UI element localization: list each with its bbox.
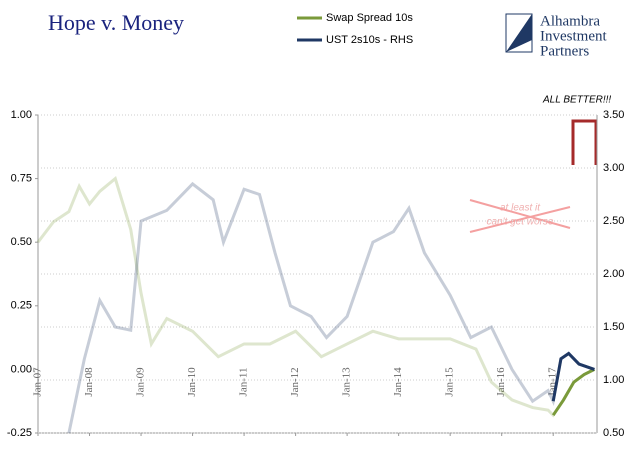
x-tick-label: Jan-08 [83, 367, 95, 397]
logo-text: Investment [540, 28, 607, 44]
x-tick-label: Jan-10 [186, 367, 198, 397]
x-tick-label: Jan-11 [238, 368, 250, 397]
y-tick-label: 0.25 [11, 300, 32, 312]
y2-tick-label: 2.50 [603, 215, 624, 227]
y2-tick-label: 1.50 [603, 321, 624, 333]
annotation: at least it [500, 203, 541, 214]
x-tick-label: Jan-15 [444, 367, 456, 397]
series-line-recent [551, 351, 595, 402]
x-tick-label: Jan-07 [32, 367, 44, 397]
y2-tick-label: 3.00 [603, 162, 624, 174]
y2-tick-label: 3.50 [603, 109, 624, 121]
x-tick-label: Jan-16 [495, 367, 507, 397]
x-tick-label: Jan-09 [135, 367, 147, 397]
logo-text: Partners [540, 43, 589, 59]
legend-label: UST 2s10s - RHS [326, 34, 413, 46]
annotation-bracket [571, 119, 598, 165]
y2-tick-label: 2.00 [603, 268, 624, 280]
x-tick-label: Jan-13 [341, 367, 353, 397]
y-tick-label: 1.00 [11, 109, 32, 121]
y-tick-label: 0.50 [11, 236, 32, 248]
y-tick-label: 0.00 [11, 363, 32, 375]
logo-text: Alhambra [540, 13, 600, 29]
y2-tick-label: 1.00 [603, 374, 624, 386]
series-line-recent [551, 368, 596, 417]
legend-label: Swap Spread 10s [326, 12, 413, 24]
strike [469, 206, 571, 233]
annotation: can't get worse [487, 217, 554, 228]
chart-title: Hope v. Money [48, 10, 184, 35]
strike [469, 199, 571, 229]
x-tick-label: Jan-12 [289, 367, 301, 396]
annotation: ALL BETTER!!! [542, 95, 611, 106]
y-tick-label: 0.75 [11, 173, 32, 185]
y-tick-label: -0.25 [7, 427, 32, 439]
series-line [67, 181, 595, 434]
series-line [36, 176, 596, 418]
logo-shape [506, 14, 532, 52]
x-tick-label: Jan-14 [392, 367, 404, 397]
logo: Alhambra Investment Partners [505, 13, 607, 59]
y2-tick-label: 0.50 [603, 427, 624, 439]
